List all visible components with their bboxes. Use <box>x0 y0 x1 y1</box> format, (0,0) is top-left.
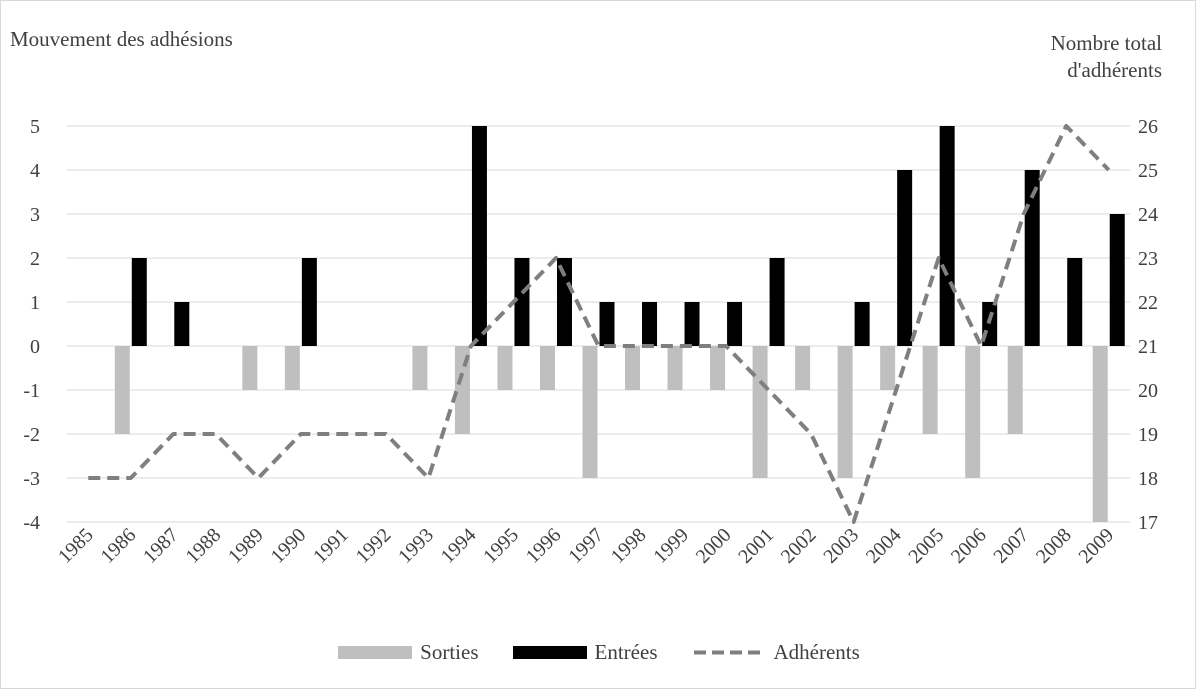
x-tick-label: 1995 <box>479 524 523 568</box>
x-tick-label: 2000 <box>692 524 736 568</box>
right-tick-label: 25 <box>1138 160 1158 182</box>
bar-sorties <box>752 346 768 478</box>
x-tick-label: 2001 <box>734 524 778 568</box>
x-tick-label: 1994 <box>437 524 481 568</box>
legend-label-sorties: Sorties <box>420 640 479 664</box>
left-tick-label: 5 <box>30 116 40 138</box>
bar-entrees <box>727 302 743 346</box>
legend-swatch-sorties <box>338 646 413 659</box>
bar-sorties <box>454 346 470 434</box>
right-tick-label: 23 <box>1138 248 1158 270</box>
bar-sorties <box>837 346 853 478</box>
legend: Sorties Entrées Adhérents <box>0 640 1198 665</box>
right-tick-label: 19 <box>1138 424 1158 446</box>
right-tick-label: 18 <box>1138 468 1158 490</box>
x-tick-label: 1989 <box>224 524 268 568</box>
right-tick-label: 17 <box>1138 512 1158 534</box>
bar-sorties <box>284 346 300 390</box>
right-axis-title: Nombre total d'adhérents <box>990 30 1162 84</box>
bar-sorties <box>412 346 428 390</box>
bar-entrees <box>684 302 700 346</box>
left-axis-title: Mouvement des adhésions <box>10 26 233 53</box>
legend-label-entrees: Entrées <box>594 640 658 664</box>
x-tick-label: 1998 <box>607 524 651 568</box>
bar-entrees <box>514 258 530 346</box>
bar-entrees <box>1067 258 1083 346</box>
left-tick-label: 3 <box>30 204 40 226</box>
bar-entrees <box>854 302 870 346</box>
bar-entrees <box>301 258 317 346</box>
right-tick-label: 20 <box>1138 380 1158 402</box>
x-tick-label: 1991 <box>309 524 353 568</box>
x-tick-label: 1988 <box>182 524 226 568</box>
bar-entrees <box>642 302 658 346</box>
x-tick-label: 2006 <box>947 524 991 568</box>
left-tick-label: -1 <box>23 380 40 402</box>
x-tick-label: 1987 <box>139 524 183 568</box>
bar-sorties <box>1092 346 1108 522</box>
bar-sorties <box>497 346 513 390</box>
bar-entrees <box>131 258 147 346</box>
left-tick-label: 2 <box>30 248 40 270</box>
bar-entrees <box>1109 214 1125 346</box>
bar-entrees <box>599 302 615 346</box>
bar-sorties <box>667 346 683 390</box>
legend-swatch-entrees <box>512 646 587 659</box>
left-axis-title-text: Mouvement des adhésions <box>10 27 233 51</box>
x-tick-label: 2003 <box>819 524 863 568</box>
bar-entrees <box>897 170 913 346</box>
bar-sorties <box>242 346 258 390</box>
legend-label-adherents: Adhérents <box>773 640 860 664</box>
x-tick-label: 2002 <box>777 524 821 568</box>
left-tick-label: -3 <box>23 468 40 490</box>
left-tick-label: 4 <box>30 160 40 182</box>
bar-entrees <box>939 126 955 346</box>
x-tick-label: 2007 <box>989 524 1033 568</box>
bar-sorties <box>795 346 811 390</box>
bar-entrees <box>174 302 190 346</box>
chart-plot: 543210-1-2-3-426252423222120191817198519… <box>23 116 1158 568</box>
x-tick-label: 2009 <box>1074 524 1118 568</box>
bar-sorties <box>625 346 641 390</box>
bar-entrees <box>471 126 487 346</box>
x-tick-label: 1993 <box>394 524 438 568</box>
legend-item-entrees: Entrées <box>512 640 658 665</box>
x-tick-label: 1992 <box>352 524 396 568</box>
left-tick-label: -2 <box>23 424 40 446</box>
right-axis-title-text: Nombre total d'adhérents <box>1050 31 1162 82</box>
bar-entrees <box>1024 170 1040 346</box>
bar-sorties <box>582 346 598 478</box>
x-tick-label: 1997 <box>564 524 608 568</box>
x-tick-label: 1985 <box>54 524 98 568</box>
x-tick-label: 1986 <box>96 524 140 568</box>
x-tick-label: 2005 <box>904 524 948 568</box>
bar-sorties <box>922 346 938 434</box>
bar-entrees <box>769 258 785 346</box>
bar-sorties <box>1007 346 1023 434</box>
left-tick-label: -4 <box>23 512 40 534</box>
bar-sorties <box>710 346 726 390</box>
left-tick-label: 0 <box>30 336 40 358</box>
x-tick-label: 1996 <box>522 524 566 568</box>
x-tick-label: 1990 <box>267 524 311 568</box>
bar-entrees <box>556 258 572 346</box>
line-adherents <box>88 124 1111 524</box>
bar-sorties <box>880 346 896 390</box>
x-tick-label: 1999 <box>649 524 693 568</box>
x-tick-label: 2008 <box>1032 524 1076 568</box>
legend-swatch-adherents <box>693 650 764 655</box>
right-tick-label: 21 <box>1138 336 1158 358</box>
legend-item-sorties: Sorties <box>338 640 479 665</box>
right-tick-label: 24 <box>1138 204 1158 226</box>
bar-sorties <box>539 346 555 390</box>
right-tick-label: 22 <box>1138 292 1158 314</box>
bar-sorties <box>965 346 981 478</box>
legend-item-adherents: Adhérents <box>692 640 860 665</box>
left-tick-label: 1 <box>30 292 40 314</box>
bar-sorties <box>114 346 130 434</box>
right-tick-label: 26 <box>1138 116 1158 138</box>
x-tick-label: 2004 <box>862 524 906 568</box>
